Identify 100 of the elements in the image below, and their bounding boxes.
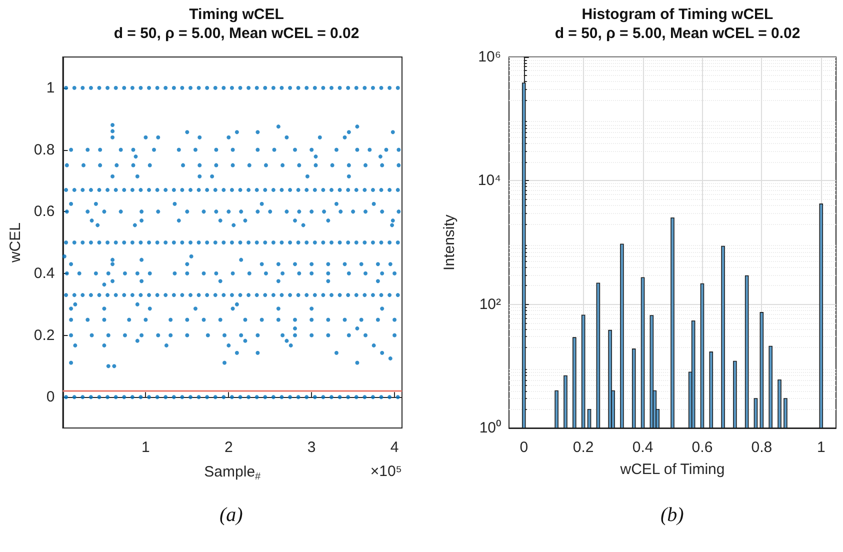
point — [280, 271, 285, 276]
point — [297, 210, 302, 214]
point — [355, 148, 360, 152]
point — [118, 210, 123, 214]
point — [346, 271, 351, 276]
point — [185, 271, 190, 276]
point — [238, 188, 242, 192]
point — [338, 210, 343, 214]
point — [202, 271, 206, 276]
y-tick-label: 10⁴ — [478, 172, 501, 190]
point — [185, 262, 190, 266]
chart-title: Histogram of Timing wCEL — [582, 6, 774, 23]
y-tick-label: 1 — [46, 79, 55, 96]
point — [131, 148, 136, 152]
point — [230, 148, 235, 152]
point — [396, 188, 400, 192]
point — [380, 163, 384, 168]
point — [354, 86, 358, 90]
point — [122, 293, 126, 298]
y-tick-label: 0 — [46, 388, 55, 406]
x-tick-label: 0.6 — [692, 439, 713, 456]
point — [330, 163, 334, 168]
point — [326, 318, 330, 322]
point — [130, 86, 134, 90]
point — [364, 271, 368, 276]
point — [321, 293, 326, 298]
point — [127, 318, 132, 322]
point — [155, 86, 160, 90]
point — [280, 395, 284, 400]
point — [321, 86, 326, 90]
point — [218, 318, 222, 322]
y-tick-label: 10⁰ — [479, 420, 501, 436]
point — [98, 148, 102, 152]
point — [230, 163, 235, 168]
point — [202, 210, 206, 214]
point — [222, 293, 226, 298]
point — [122, 188, 126, 192]
point — [304, 240, 309, 244]
y-tick-label: 10² — [479, 296, 501, 313]
point — [238, 395, 242, 400]
point — [196, 293, 201, 298]
point — [88, 86, 93, 90]
point — [69, 333, 74, 338]
point — [296, 395, 300, 400]
point — [310, 333, 314, 338]
point — [326, 262, 330, 266]
point — [297, 163, 302, 168]
point — [185, 333, 190, 338]
point — [230, 395, 234, 400]
point — [102, 210, 106, 214]
point — [222, 333, 226, 338]
point — [271, 293, 276, 298]
point — [392, 333, 397, 338]
point — [388, 240, 392, 244]
point — [346, 240, 350, 244]
point — [330, 188, 334, 192]
point — [280, 86, 284, 90]
point — [254, 86, 259, 90]
point — [214, 271, 218, 276]
point — [64, 293, 68, 298]
point — [172, 395, 176, 400]
point — [322, 210, 326, 214]
point — [80, 86, 85, 90]
point — [180, 395, 184, 400]
point — [72, 188, 76, 192]
point — [304, 293, 309, 298]
point — [247, 271, 252, 276]
point — [72, 86, 76, 90]
point — [106, 86, 110, 90]
point — [297, 271, 302, 276]
point — [263, 240, 268, 244]
point — [148, 271, 152, 276]
point — [368, 148, 372, 152]
point — [364, 210, 368, 214]
point — [310, 148, 314, 152]
point — [310, 271, 314, 276]
point — [354, 188, 358, 192]
point — [172, 240, 176, 244]
point — [312, 240, 317, 244]
point — [147, 293, 152, 298]
point — [304, 188, 309, 192]
point — [97, 86, 102, 90]
point — [271, 395, 276, 400]
point — [106, 240, 110, 244]
y-axis-title: wCEL — [7, 222, 24, 264]
point — [106, 395, 110, 400]
point — [379, 240, 384, 244]
point — [144, 318, 148, 322]
y-tick-label: 0.8 — [34, 141, 55, 158]
point — [296, 293, 300, 298]
point — [312, 86, 317, 90]
point — [205, 395, 210, 400]
point — [362, 188, 367, 192]
point — [280, 188, 284, 192]
x-tick-label: 4 — [390, 439, 399, 456]
point — [370, 240, 375, 244]
point — [346, 293, 350, 298]
point — [388, 395, 392, 400]
point — [188, 395, 192, 400]
point — [263, 293, 268, 298]
